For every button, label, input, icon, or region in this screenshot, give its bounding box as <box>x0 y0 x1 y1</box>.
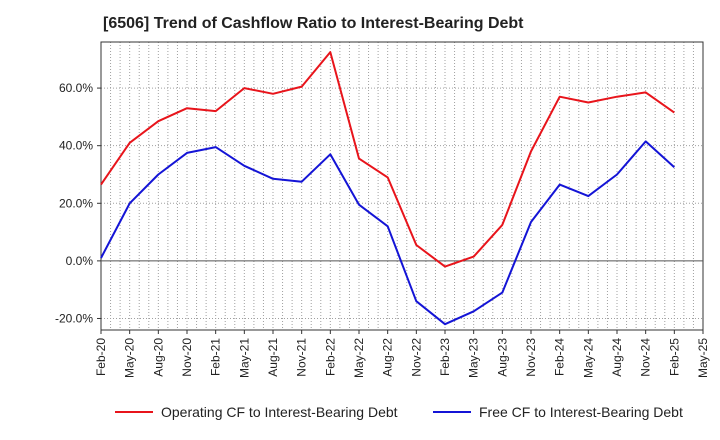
series-layer <box>100 51 675 326</box>
x-tick-label: Feb-25 <box>667 338 681 376</box>
x-tick-label: Nov-21 <box>295 338 309 377</box>
tick-label-layer: -20.0% 0.0% 20.0% 40.0% 60.0% Feb-20 May-20 Aug… <box>55 81 710 378</box>
x-tick-label: Nov-22 <box>409 338 423 377</box>
x-tick-label: Nov-23 <box>524 338 538 377</box>
x-tick-label: Aug-21 <box>266 338 280 377</box>
chart-title: [6506] Trend of Cashflow Ratio to Intere… <box>103 15 524 32</box>
x-tick-label: May-21 <box>237 338 251 378</box>
x-tick-label: Nov-24 <box>639 338 653 377</box>
legend-swatch-free-cf <box>433 411 471 413</box>
x-tick-label: Aug-22 <box>381 338 395 377</box>
y-tick-label: 60.0% <box>59 81 93 95</box>
x-tick-label: May-20 <box>123 338 137 378</box>
x-tick-label: May-22 <box>352 338 366 378</box>
x-tick-label: May-24 <box>581 338 595 378</box>
legend-label-free-cf: Free CF to Interest-Bearing Debt <box>479 404 683 420</box>
x-tick-label: Feb-21 <box>209 338 223 376</box>
axis-layer <box>97 41 704 334</box>
y-tick-label: 40.0% <box>59 139 93 153</box>
legend-item-free-cf: Free CF to Interest-Bearing Debt <box>433 404 683 420</box>
x-tick-label: Aug-23 <box>495 338 509 377</box>
y-tick-label: 20.0% <box>59 196 93 210</box>
series-line-operating-cf <box>100 51 675 268</box>
x-tick-label: May-25 <box>696 338 710 378</box>
plot-frame <box>100 41 704 331</box>
x-tick-label: Aug-24 <box>610 338 624 377</box>
x-tick-label: Feb-22 <box>323 338 337 376</box>
x-tick-label: Nov-20 <box>180 338 194 377</box>
grid-layer <box>101 42 703 330</box>
x-tick-label: Aug-20 <box>151 338 165 377</box>
x-tick-label: Feb-20 <box>94 338 108 376</box>
y-tick-label: 0.0% <box>66 254 94 268</box>
legend-swatch-operating-cf <box>115 411 153 413</box>
series-line-free-cf <box>100 140 675 326</box>
y-tick-label: -20.0% <box>55 311 93 325</box>
x-tick-label: Feb-23 <box>438 338 452 376</box>
legend-label-operating-cf: Operating CF to Interest-Bearing Debt <box>161 404 398 420</box>
legend-item-operating-cf: Operating CF to Interest-Bearing Debt <box>115 404 398 420</box>
x-tick-label: May-23 <box>467 338 481 378</box>
x-tick-label: Feb-24 <box>553 338 567 376</box>
